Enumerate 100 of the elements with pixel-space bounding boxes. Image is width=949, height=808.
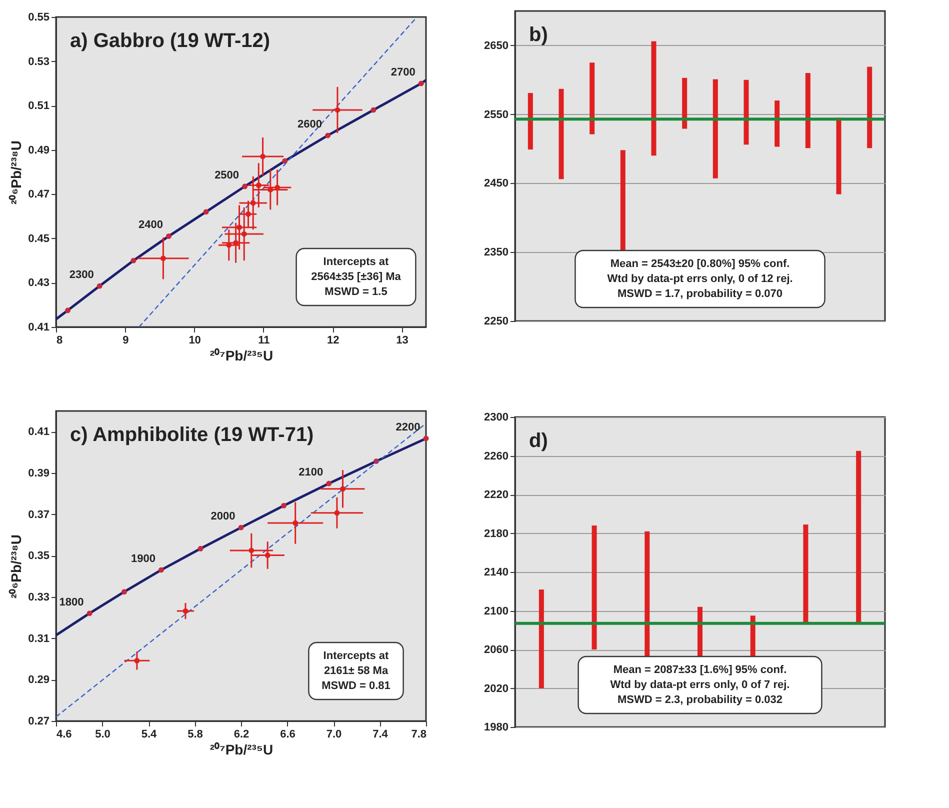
bar bbox=[712, 79, 718, 178]
x-tick-label: 4.6 bbox=[56, 728, 72, 740]
point bbox=[160, 256, 166, 262]
y-tick-label: 0.27 bbox=[28, 716, 50, 728]
y-tick-label: 0.49 bbox=[28, 144, 50, 156]
point bbox=[246, 211, 251, 217]
annotation: 2400 bbox=[138, 219, 163, 232]
bar bbox=[774, 100, 780, 147]
x-tick-label: 11 bbox=[258, 334, 270, 346]
point bbox=[242, 184, 248, 190]
x-tick-label: 8 bbox=[56, 334, 63, 346]
x-axis-title: ²⁰⁷Pb/²³⁵U bbox=[210, 742, 274, 758]
annotation: 2200 bbox=[396, 421, 420, 434]
bar bbox=[538, 589, 544, 688]
annotation: Wtd by data-pt errs only, 0 of 7 rej. bbox=[610, 679, 790, 691]
x-tick-label: 5.4 bbox=[141, 728, 158, 740]
point bbox=[65, 308, 70, 314]
y-tick-label: 2220 bbox=[484, 489, 508, 501]
y-axis-title: ²⁰⁶Pb/²³⁸U bbox=[8, 534, 24, 598]
y-tick-label: 0.41 bbox=[28, 322, 50, 334]
y-tick-label: 0.53 bbox=[28, 56, 50, 68]
y-tick-label: 1980 bbox=[484, 722, 508, 734]
annotation: 2600 bbox=[298, 118, 322, 130]
x-tick-label: 7.4 bbox=[372, 728, 389, 740]
annotation: 2300 bbox=[69, 269, 94, 282]
bar bbox=[682, 78, 688, 129]
bar bbox=[651, 41, 656, 156]
point bbox=[241, 231, 247, 237]
y-tick-label: 0.45 bbox=[28, 232, 50, 245]
annotation: Intercepts at bbox=[323, 256, 390, 268]
point bbox=[418, 80, 424, 86]
y-tick-label: 2350 bbox=[484, 246, 508, 259]
x-tick-label: 13 bbox=[396, 334, 408, 346]
x-tick-label: 5.0 bbox=[95, 728, 110, 740]
y-tick-label: 0.51 bbox=[28, 100, 50, 112]
y-tick-label: 0.31 bbox=[28, 632, 50, 645]
y-tick-label: 2140 bbox=[484, 566, 508, 578]
bar bbox=[867, 66, 872, 148]
y-tick-label: 0.47 bbox=[28, 188, 50, 201]
annotation: Intercepts at bbox=[323, 650, 390, 662]
annotation: 1900 bbox=[130, 552, 156, 565]
y-tick-label: 0.39 bbox=[28, 468, 50, 480]
bar bbox=[803, 524, 808, 624]
bar bbox=[836, 118, 842, 194]
bar bbox=[592, 526, 597, 650]
y-tick-label: 0.43 bbox=[28, 277, 50, 290]
x-tick-label: 10 bbox=[188, 334, 201, 346]
y-tick-label: 2650 bbox=[484, 40, 508, 52]
point bbox=[130, 258, 136, 264]
text: d) bbox=[529, 430, 548, 452]
y-tick-label: 2550 bbox=[484, 108, 508, 121]
y-tick-label: 2020 bbox=[484, 682, 508, 695]
point bbox=[256, 182, 262, 188]
point bbox=[260, 154, 266, 160]
y-tick-label: 0.37 bbox=[28, 508, 50, 521]
y-tick-label: 0.35 bbox=[28, 550, 50, 562]
y-tick-label: 0.29 bbox=[28, 674, 50, 686]
annotation: Mean = 2087±33 [1.6%] 95% conf. bbox=[613, 664, 787, 676]
bar bbox=[856, 450, 862, 624]
point bbox=[325, 132, 331, 138]
x-axis-title: ²⁰⁷Pb/²³⁵U bbox=[210, 348, 274, 364]
y-tick-label: 2260 bbox=[484, 450, 508, 462]
y-tick-label: 2060 bbox=[484, 644, 508, 656]
point bbox=[250, 200, 256, 206]
text: c) Amphibolite (19 WT-71) bbox=[70, 424, 314, 446]
bar bbox=[744, 80, 749, 145]
y-tick-label: 2250 bbox=[484, 316, 508, 328]
y-tick-label: 0.33 bbox=[28, 592, 50, 604]
annotation: 2000 bbox=[210, 510, 236, 523]
x-tick-label: 5.8 bbox=[188, 728, 203, 740]
annotation: MSWD = 1.7, probability = 0.070 bbox=[617, 288, 783, 300]
annotation: 2500 bbox=[214, 169, 240, 182]
y-tick-label: 2180 bbox=[484, 528, 508, 540]
y-tick-label: 0.41 bbox=[28, 426, 50, 438]
text: a) Gabbro (19 WT-12) bbox=[70, 30, 270, 52]
y-tick-label: 0.55 bbox=[28, 12, 50, 24]
y-tick-label: 2300 bbox=[484, 412, 508, 424]
x-tick-label: 6.2 bbox=[234, 728, 250, 740]
x-tick-label: 6.6 bbox=[280, 728, 296, 740]
annotation: Wtd by data-pt errs only, 0 of 12 rej. bbox=[607, 273, 793, 285]
x-tick-label: 7.0 bbox=[326, 728, 342, 740]
annotation: Mean = 2543±20 [0.80%] 95% conf. bbox=[610, 258, 790, 270]
annotation: MSWD = 1.5 bbox=[324, 286, 388, 298]
annotation: 2100 bbox=[298, 466, 324, 479]
point bbox=[96, 283, 102, 289]
y-axis-title: ²⁰⁶Pb/²³⁸U bbox=[8, 140, 24, 204]
x-tick-label: 9 bbox=[122, 334, 129, 346]
line-series bbox=[56, 78, 426, 320]
y-tick-label: 2450 bbox=[484, 178, 508, 190]
bar bbox=[528, 92, 533, 150]
annotation: MSWD = 2.3, probability = 0.032 bbox=[617, 694, 783, 706]
annotation: 2564±35 [±36] Ma bbox=[311, 271, 402, 283]
point bbox=[236, 224, 242, 230]
point bbox=[203, 209, 209, 215]
annotation: 1800 bbox=[59, 596, 84, 608]
bar bbox=[558, 88, 564, 180]
annotation: 2161± 58 Ma bbox=[324, 665, 389, 677]
bar bbox=[805, 73, 810, 148]
y-tick-label: 2100 bbox=[484, 605, 508, 618]
bar bbox=[590, 62, 595, 134]
